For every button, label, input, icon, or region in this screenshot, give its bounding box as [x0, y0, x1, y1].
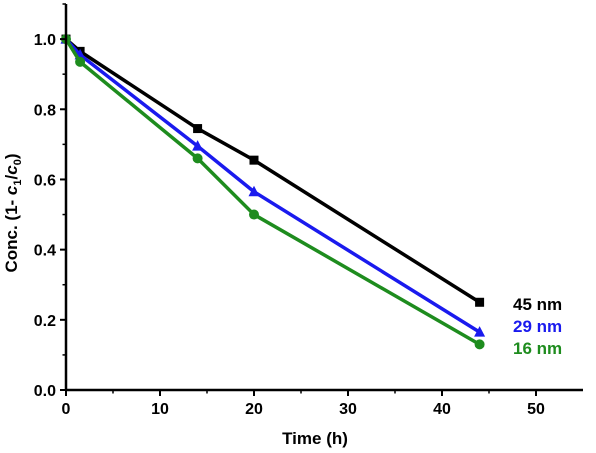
- series-45-nm: [61, 34, 485, 307]
- data-point-circle: [75, 56, 86, 67]
- data-point-circle: [249, 209, 259, 220]
- y-tick-label: 0.8: [34, 102, 56, 119]
- y-axis-title-c1: c: [2, 185, 21, 195]
- legend: 45 nm 29 nm 16 nm: [513, 295, 562, 358]
- legend-label: 16 nm: [513, 339, 562, 358]
- x-tick-label: 20: [245, 401, 263, 418]
- data-point-triangle: [248, 185, 260, 197]
- data-point-triangle: [192, 140, 204, 151]
- data-point-square: [249, 155, 259, 165]
- y-tick-label: 0.2: [34, 313, 56, 330]
- y-tick-label: 0.6: [34, 172, 56, 189]
- y-tick-label: 0.4: [34, 243, 56, 260]
- data-point-square: [193, 124, 203, 134]
- data-point-circle: [474, 339, 485, 350]
- y-axis-title-c0: c: [2, 165, 21, 175]
- y-axis-title-suffix: ): [2, 153, 21, 159]
- y-axis-title-slash: /: [2, 174, 21, 179]
- x-tick-label: 50: [527, 401, 545, 418]
- x-tick-label: 0: [62, 401, 71, 418]
- y-tick-label: 0.0: [34, 383, 56, 400]
- y-axis-title-c1-sub: 1: [12, 179, 24, 185]
- y-axis-title-c0-sub: 0: [12, 159, 24, 165]
- y-tick-label: 1.0: [34, 32, 56, 49]
- legend-label: 45 nm: [513, 295, 562, 314]
- x-axis-title: Time (h): [282, 429, 348, 448]
- y-axis-title: Conc. (1- c1/c0): [2, 153, 24, 272]
- data-point-triangle: [474, 326, 486, 337]
- data-point-square: [475, 297, 485, 307]
- legend-label: 29 nm: [513, 317, 562, 336]
- series-line: [64, 37, 481, 304]
- data-point-circle: [192, 153, 203, 164]
- x-tick-label: 40: [433, 401, 451, 418]
- series-16-nm: [61, 34, 485, 350]
- x-tick-label: 30: [339, 401, 357, 418]
- y-axis-title-prefix: Conc. (1-: [2, 195, 21, 272]
- series-layer: [60, 33, 486, 350]
- x-tick-label: 10: [151, 401, 169, 418]
- axes-layer: 0 10 20 30 40 50 0.0 0.2 0.4 0.6 0.8 1.0: [34, 3, 583, 418]
